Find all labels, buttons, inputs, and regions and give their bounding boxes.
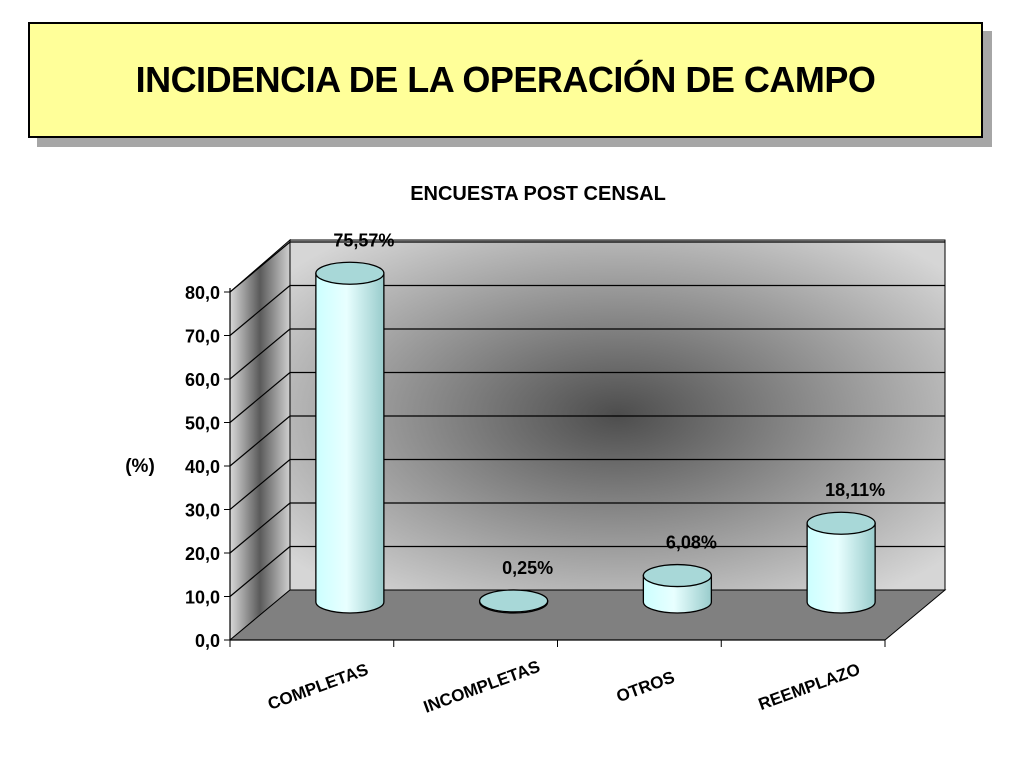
bar-body (315, 272, 385, 614)
y-tick-label: 30,0 (185, 501, 220, 521)
data-label: 75,57% (333, 230, 394, 250)
bar-body (806, 522, 876, 614)
bar-reemplazo: 18,11% (806, 480, 885, 614)
gridline-side (229, 502, 291, 554)
x-category-label: OTROS (614, 668, 677, 707)
y-tick-label: 80,0 (185, 283, 220, 303)
y-tick-label: 60,0 (185, 370, 220, 390)
gridline-side (229, 415, 291, 467)
bar-completas: 75,57% (315, 230, 394, 614)
y-tick-label: 50,0 (185, 414, 220, 434)
bar-top (806, 511, 876, 535)
gridline-side (229, 285, 291, 336)
y-tick-label: 0,0 (195, 631, 220, 651)
bar-top (478, 589, 549, 613)
gridline-side (229, 241, 291, 293)
y-tick-label: 10,0 (185, 588, 220, 608)
slide-title-box: INCIDENCIA DE LA OPERACIÓN DE CAMPO (28, 22, 983, 138)
y-tick-label: 20,0 (185, 544, 220, 564)
gridline-side (229, 459, 291, 510)
data-label: 0,25% (502, 558, 553, 578)
y-tick-label: 40,0 (185, 457, 220, 477)
slide-title: INCIDENCIA DE LA OPERACIÓN DE CAMPO (135, 59, 876, 100)
bar-incompletas: 0,25% (478, 558, 553, 614)
x-category-label: INCOMPLETAS (421, 657, 543, 717)
bar-otros: 6,08% (642, 533, 717, 614)
chart-title: ENCUESTA POST CENSAL (410, 183, 666, 205)
y-axis-label: (%) (125, 456, 155, 477)
gridline-side (229, 546, 291, 597)
gridline-side (229, 372, 291, 423)
data-label: 18,11% (825, 480, 885, 500)
chart-side-wall (229, 238, 291, 642)
y-tick-label: 70,0 (185, 327, 220, 347)
bar-top (315, 261, 385, 285)
bar-top (642, 563, 713, 588)
gridline-side (229, 328, 291, 380)
data-label: 6,08% (666, 533, 717, 553)
x-category-label: COMPLETAS (265, 660, 371, 714)
x-category-label: REEMPLAZO (756, 660, 863, 714)
